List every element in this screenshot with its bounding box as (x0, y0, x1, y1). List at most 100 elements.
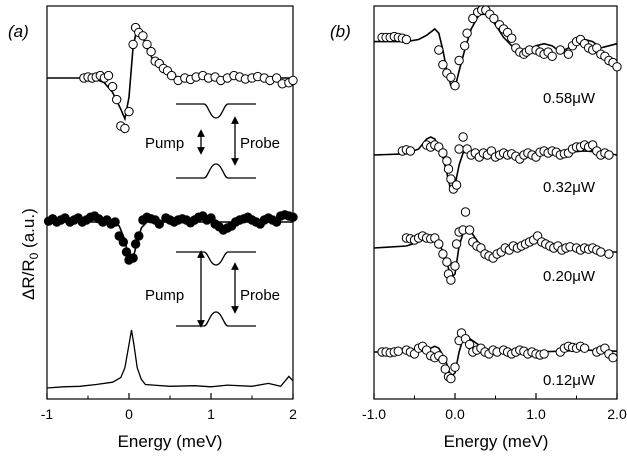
data-point (446, 275, 456, 285)
data-point (539, 349, 549, 359)
data-point (450, 81, 460, 91)
data-point (468, 13, 478, 24)
data-point (450, 261, 460, 271)
inset-diagram-2: Pump Probe (145, 250, 280, 328)
data-point (462, 28, 472, 38)
data-point (612, 62, 622, 72)
x-tick-label: -1 (41, 406, 54, 422)
data-point (438, 354, 448, 365)
data-point (438, 148, 448, 158)
power-label-0.20: 0.20μW (543, 268, 596, 285)
data-point (124, 106, 134, 117)
panel-a-ylabel: ΔR/R0 (a.u.) (19, 208, 41, 300)
data-point (451, 180, 462, 190)
data-point (446, 174, 456, 184)
data-point (442, 257, 452, 267)
data-point (130, 239, 141, 249)
inset-2-pump-label: Pump (145, 287, 184, 304)
panel-a-frame (46, 5, 294, 400)
data-point (438, 249, 448, 259)
data-point (608, 353, 618, 363)
panel-b: (b) Energy (meV) -1.0 0.0 1.0 2.0 0.58μW 0.… (330, 5, 627, 451)
data-point (604, 150, 614, 160)
x-tick-label: 2 (289, 406, 297, 422)
data-point (405, 146, 416, 156)
data-point (460, 207, 471, 217)
x-tick-label: 1 (207, 406, 215, 422)
data-point (120, 123, 130, 134)
x-tick-label: 0.0 (445, 406, 465, 422)
data-point (563, 49, 574, 59)
panel-a: (a) ΔR/R0 (a.u.) Energy (meV) -1 0 1 2 Pump… (8, 5, 298, 451)
data-point (489, 13, 499, 24)
data-point (460, 41, 470, 51)
panel-a-xlabel: Energy (meV) (118, 432, 223, 451)
data-point (110, 217, 120, 227)
data-point (401, 34, 412, 45)
panel-b-frame (373, 5, 618, 400)
data-point (154, 219, 165, 229)
data-point (446, 373, 456, 384)
inset-1-probe-label: Probe (240, 135, 280, 152)
data-point (434, 239, 444, 249)
data-point (107, 81, 118, 92)
data-point (128, 39, 138, 50)
data-point (596, 247, 606, 257)
panel-b-label: (b) (330, 22, 351, 41)
spectrum-line (46, 329, 294, 389)
inset-2-probe-label: Probe (240, 287, 280, 304)
power-label-0.58: 0.58μW (543, 90, 596, 107)
data-point (438, 59, 448, 70)
data-point (271, 73, 282, 83)
data-point (393, 346, 403, 356)
data-point (464, 225, 475, 235)
panel-a-ticks: -1 0 1 2 (41, 393, 297, 422)
data-point (166, 70, 177, 81)
data-point (103, 70, 114, 81)
data-point (547, 51, 557, 61)
data-point (442, 156, 452, 166)
inset-2-lower-level (176, 311, 256, 327)
inset-1-pump-label: Pump (145, 135, 184, 152)
inset-2-upper-level (176, 251, 256, 266)
panel-a-label: (a) (8, 22, 29, 41)
ylabel-main: ΔR/R (19, 259, 38, 300)
fit-line-series-1 (47, 221, 293, 262)
power-label-0.12: 0.12μW (543, 372, 596, 389)
x-tick-label: 2.0 (607, 406, 627, 422)
data-point (451, 239, 462, 249)
data-point (604, 249, 614, 259)
data-point (134, 231, 144, 241)
data-point (288, 75, 298, 86)
data-point (579, 343, 590, 353)
panel-b-xlabel: Energy (meV) (444, 432, 549, 451)
panel-a-series (43, 22, 298, 389)
x-tick-label: -1.0 (362, 406, 386, 422)
panel-b-ticks: -1.0 0.0 1.0 2.0 (362, 393, 627, 422)
data-point (146, 46, 156, 57)
data-point (118, 237, 129, 247)
data-point (128, 253, 138, 263)
data-point (112, 94, 122, 105)
data-point (454, 55, 464, 66)
inset-diagram-1: Pump Probe (145, 103, 280, 179)
data-point (454, 144, 464, 154)
ylabel-sub: 0 (27, 252, 41, 259)
data-point (446, 72, 456, 83)
panel-b-series (373, 5, 622, 384)
data-point (434, 45, 444, 55)
x-tick-label: 0 (125, 406, 133, 422)
data-point (555, 45, 565, 55)
data-point (443, 164, 454, 174)
data-point (288, 212, 298, 222)
data-point (121, 247, 132, 257)
data-point (458, 132, 468, 142)
inset-1-lower-level (176, 163, 256, 179)
ylabel-suffix: (a.u.) (19, 208, 38, 252)
data-point (142, 39, 152, 50)
data-point (138, 31, 148, 41)
inset-1-upper-level (176, 103, 256, 119)
data-point (450, 362, 460, 372)
data-point (507, 33, 517, 43)
